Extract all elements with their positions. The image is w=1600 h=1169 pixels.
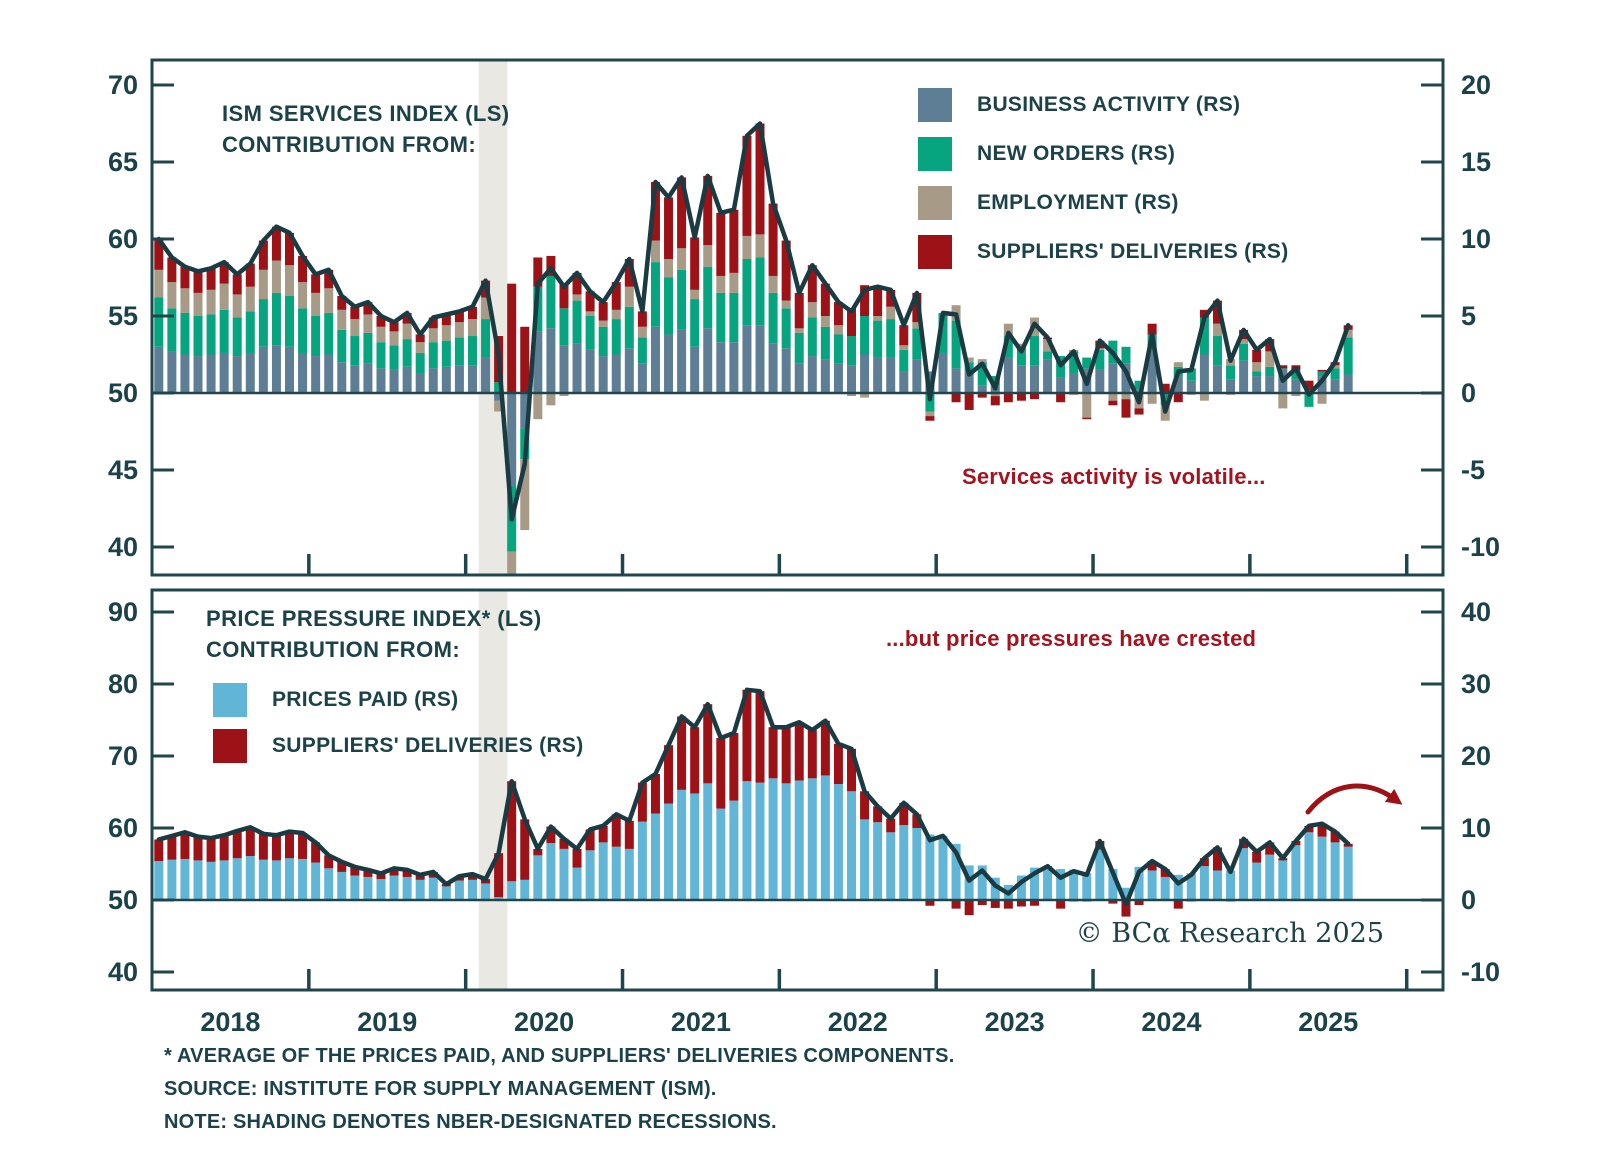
svg-text:70: 70 [108,741,138,771]
svg-text:80: 80 [108,669,138,699]
footnote-line: * AVERAGE OF THE PRICES PAID, AND SUPPLI… [164,1045,955,1067]
svg-text:50: 50 [108,378,138,408]
svg-text:65: 65 [108,147,138,177]
svg-text:10: 10 [1461,224,1491,254]
new-orders-swatch-icon [918,137,952,171]
x-axis-year-labels: 2018 2019 2020 2021 2022 2023 2024 2025 [200,1007,1358,1037]
legend-label: NEW ORDERS (RS) [977,142,1176,165]
svg-text:5: 5 [1461,301,1476,331]
index-line [156,687,1351,907]
svg-text:2019: 2019 [357,1007,417,1037]
suppliers-deliveries-swatch-icon [213,729,247,763]
svg-text:20: 20 [1461,741,1491,771]
svg-text:-10: -10 [1461,957,1500,987]
watermark: © BCα Research 2025 [1075,918,1384,949]
legend-label: PRICES PAID (RS) [272,688,459,711]
svg-text:2020: 2020 [514,1007,574,1037]
svg-text:45: 45 [108,455,138,485]
top-annotation: Services activity is volatile... [962,464,1266,489]
bottom-panel-title: PRICE PRESSURE INDEX* (LS) CONTRIBUTION … [206,606,542,662]
svg-text:2021: 2021 [671,1007,731,1037]
business-activity-swatch-icon [918,88,952,122]
svg-text:-10: -10 [1461,532,1500,562]
footnote-line: SOURCE: INSTITUTE FOR SUPPLY MANAGEMENT … [164,1078,717,1100]
prices-paid-swatch-icon [213,683,247,717]
svg-text:90: 90 [108,597,138,627]
legend-item-prices-paid: PRICES PAID (RS) [213,683,584,717]
legend-item-suppliers-deliveries-2: SUPPLIERS' DELIVERIES (RS) [213,729,584,763]
top-legend: BUSINESS ACTIVITY (RS) NEW ORDERS (RS) E… [918,88,1289,269]
svg-text:2022: 2022 [828,1007,888,1037]
recession-shading [478,591,508,989]
svg-text:0: 0 [1461,885,1476,915]
svg-text:-5: -5 [1461,455,1485,485]
svg-text:20: 20 [1461,70,1491,100]
top-panel-title: ISM SERVICES INDEX (LS) CONTRIBUTION FRO… [222,101,510,157]
legend-item-employment: EMPLOYMENT (RS) [918,186,1289,220]
trend-arrow-icon [1305,783,1403,815]
stacked-bars [154,689,1353,917]
svg-text:70: 70 [108,70,138,100]
svg-text:60: 60 [108,813,138,843]
svg-text:40: 40 [1461,597,1491,627]
bottom-annotation: ...but price pressures have crested [886,626,1257,651]
svg-text:2024: 2024 [1141,1007,1201,1037]
index-line [156,121,1351,522]
svg-text:15: 15 [1461,147,1491,177]
svg-text:0: 0 [1461,378,1476,408]
svg-text:40: 40 [108,957,138,987]
svg-text:40: 40 [108,532,138,562]
legend-label: BUSINESS ACTIVITY (RS) [977,93,1241,116]
svg-text:30: 30 [1461,669,1491,699]
legend-label: SUPPLIERS' DELIVERIES (RS) [977,240,1289,263]
legend-label: EMPLOYMENT (RS) [977,191,1179,214]
svg-text:55: 55 [108,301,138,331]
legend-item-suppliers-deliveries: SUPPLIERS' DELIVERIES (RS) [918,235,1289,269]
svg-text:50: 50 [108,885,138,915]
legend-label: SUPPLIERS' DELIVERIES (RS) [272,734,584,757]
suppliers-deliveries-swatch-icon [918,235,952,269]
footnotes: * AVERAGE OF THE PRICES PAID, AND SUPPLI… [164,1040,954,1139]
bottom-panel: 90 80 70 60 50 40 40 30 20 10 0 -10 [108,588,1500,992]
svg-text:2023: 2023 [985,1007,1045,1037]
svg-text:10: 10 [1461,813,1491,843]
legend-item-new-orders: NEW ORDERS (RS) [918,137,1289,171]
footnote-line: NOTE: SHADING DENOTES NBER-DESIGNATED RE… [164,1111,777,1133]
svg-text:60: 60 [108,224,138,254]
svg-text:2018: 2018 [200,1007,260,1037]
svg-text:2025: 2025 [1298,1007,1358,1037]
bottom-legend: PRICES PAID (RS) SUPPLIERS' DELIVERIES (… [213,683,584,763]
legend-item-business-activity: BUSINESS ACTIVITY (RS) [918,88,1289,122]
employment-swatch-icon [918,186,952,220]
